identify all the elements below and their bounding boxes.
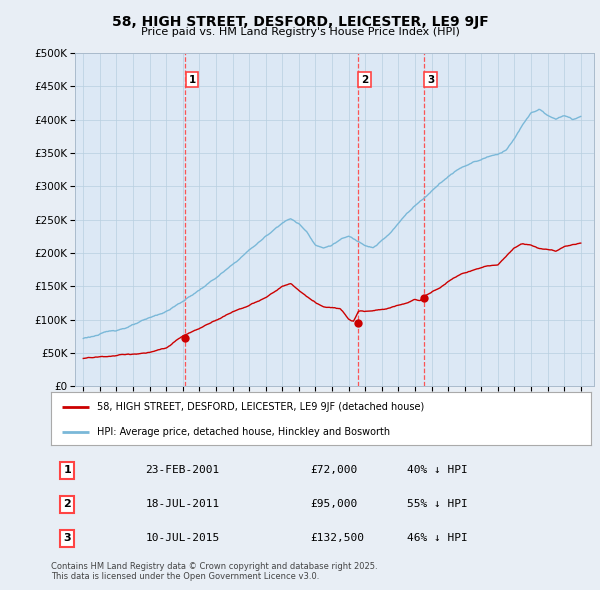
Text: 3: 3 (427, 75, 434, 85)
Text: 58, HIGH STREET, DESFORD, LEICESTER, LE9 9JF: 58, HIGH STREET, DESFORD, LEICESTER, LE9… (112, 15, 488, 29)
Text: 1: 1 (64, 466, 71, 476)
Text: 40% ↓ HPI: 40% ↓ HPI (407, 466, 468, 476)
Text: £72,000: £72,000 (310, 466, 358, 476)
Text: Contains HM Land Registry data © Crown copyright and database right 2025.
This d: Contains HM Land Registry data © Crown c… (51, 562, 377, 581)
Text: 18-JUL-2011: 18-JUL-2011 (146, 500, 220, 509)
Text: 46% ↓ HPI: 46% ↓ HPI (407, 533, 468, 543)
Text: 1: 1 (188, 75, 196, 85)
Text: £132,500: £132,500 (310, 533, 364, 543)
Text: 23-FEB-2001: 23-FEB-2001 (146, 466, 220, 476)
Text: Price paid vs. HM Land Registry's House Price Index (HPI): Price paid vs. HM Land Registry's House … (140, 27, 460, 37)
Text: 2: 2 (361, 75, 368, 85)
Text: 10-JUL-2015: 10-JUL-2015 (146, 533, 220, 543)
Text: HPI: Average price, detached house, Hinckley and Bosworth: HPI: Average price, detached house, Hinc… (97, 427, 390, 437)
Text: 55% ↓ HPI: 55% ↓ HPI (407, 500, 468, 509)
Text: 58, HIGH STREET, DESFORD, LEICESTER, LE9 9JF (detached house): 58, HIGH STREET, DESFORD, LEICESTER, LE9… (97, 402, 424, 412)
Text: 3: 3 (64, 533, 71, 543)
Text: 2: 2 (64, 500, 71, 509)
Text: £95,000: £95,000 (310, 500, 358, 509)
